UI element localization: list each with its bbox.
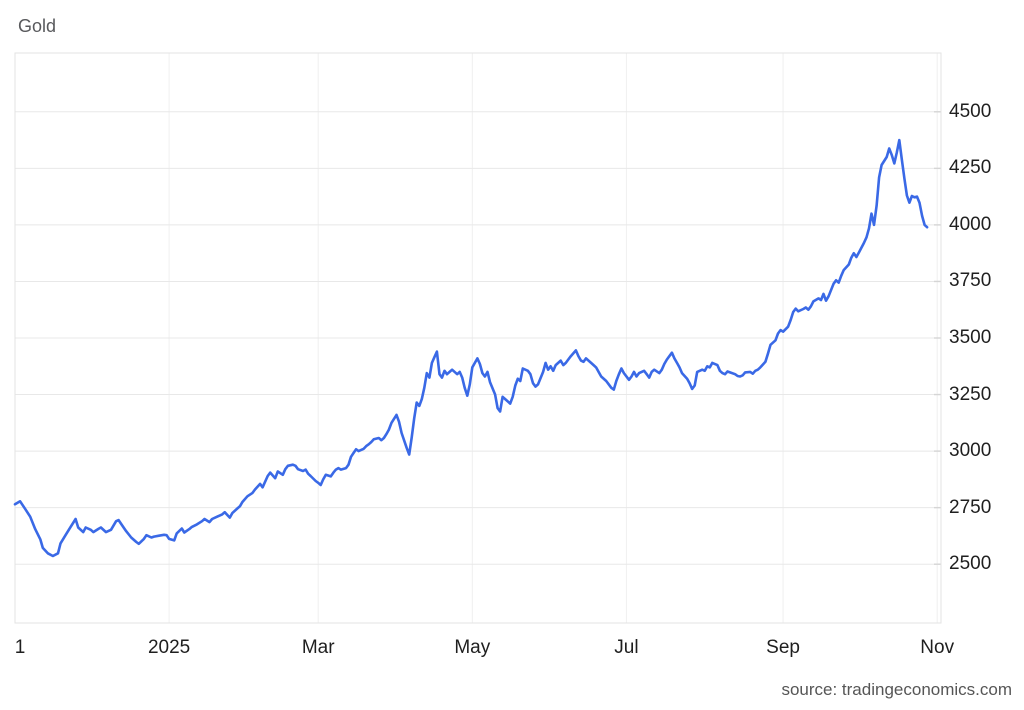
source-credit: source: tradingeconomics.com bbox=[781, 680, 1012, 699]
x-tick-label: Nov bbox=[920, 637, 955, 658]
x-tick-label: May bbox=[454, 637, 491, 658]
y-tick-label: 3250 bbox=[949, 383, 992, 405]
x-tick-label: Sep bbox=[766, 637, 800, 658]
plot-border bbox=[14, 52, 942, 624]
chart-title: Gold bbox=[18, 16, 57, 36]
y-tick-label: 4250 bbox=[949, 157, 992, 179]
x-tick-label: Jul bbox=[614, 637, 639, 658]
x-tick-label: 1 bbox=[14, 637, 26, 658]
x-tick-label: 2025 bbox=[147, 637, 191, 658]
y-tick-label: 4000 bbox=[949, 213, 992, 235]
y-tick-label: 3500 bbox=[949, 327, 992, 348]
y-tick-label: 3750 bbox=[949, 270, 992, 292]
y-tick-label: 2750 bbox=[949, 496, 992, 518]
x-tick-label: Mar bbox=[301, 637, 335, 658]
y-tick-label: 2500 bbox=[949, 553, 992, 575]
price-line bbox=[13, 138, 929, 558]
y-tick-label: 3000 bbox=[949, 440, 992, 462]
y-tick-label: 4500 bbox=[949, 100, 992, 122]
